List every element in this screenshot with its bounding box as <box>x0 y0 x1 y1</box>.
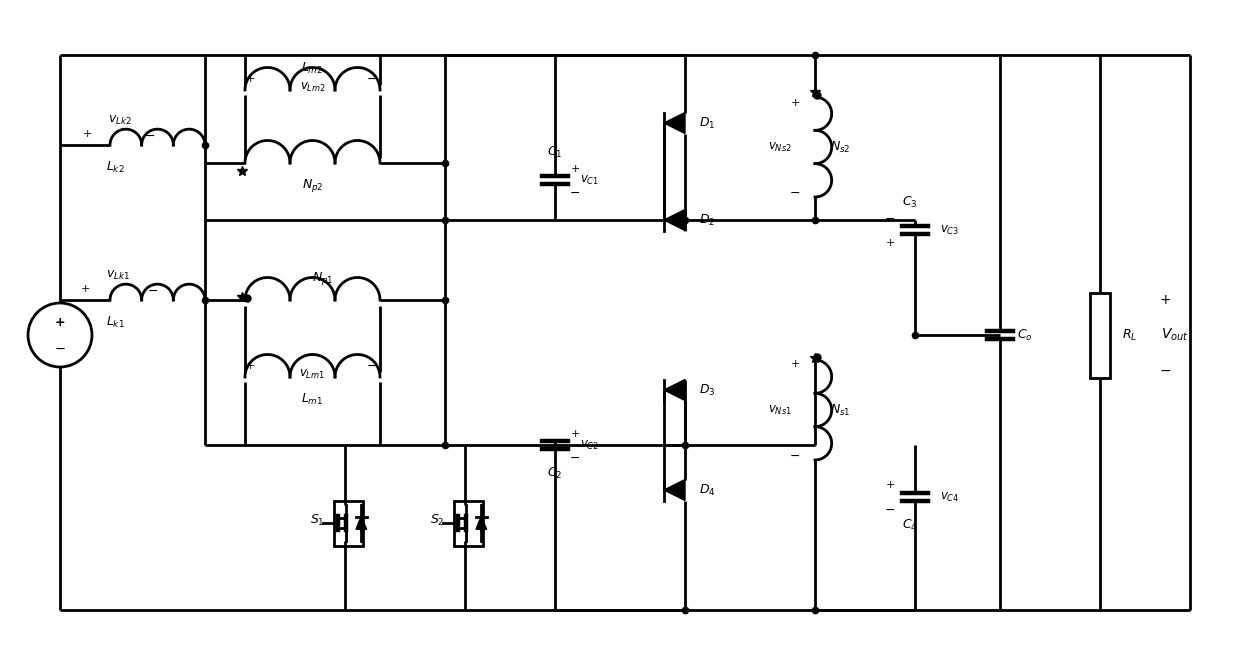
Text: $N_{s1}$: $N_{s1}$ <box>830 402 851 418</box>
Bar <box>454 501 484 545</box>
Text: $+$: $+$ <box>79 283 91 293</box>
Text: $-$: $-$ <box>884 211 895 225</box>
Text: $-$: $-$ <box>367 72 377 84</box>
Polygon shape <box>663 112 684 134</box>
Text: $D_4$: $D_4$ <box>698 482 715 497</box>
Text: $v_{Ns2}$: $v_{Ns2}$ <box>768 140 792 154</box>
Text: $S_1$: $S_1$ <box>310 513 325 527</box>
Text: $C_1$: $C_1$ <box>547 144 563 160</box>
Text: $-$: $-$ <box>55 342 66 354</box>
Bar <box>334 501 363 545</box>
Text: $v_{Lm2}$: $v_{Lm2}$ <box>300 80 325 94</box>
Text: $-$: $-$ <box>569 186 580 198</box>
Text: $v_{C3}$: $v_{C3}$ <box>940 223 960 237</box>
Text: $+$: $+$ <box>82 128 92 138</box>
Text: $-$: $-$ <box>569 450 580 464</box>
Text: $v_{C4}$: $v_{C4}$ <box>940 491 960 503</box>
Text: $C_2$: $C_2$ <box>547 465 563 481</box>
Text: $D_3$: $D_3$ <box>699 382 715 398</box>
Text: $-$: $-$ <box>148 283 159 297</box>
Text: $-$: $-$ <box>1159 363 1171 377</box>
Text: $-$: $-$ <box>790 448 801 462</box>
Text: $+$: $+$ <box>885 479 895 491</box>
Text: $v_{Ns1}$: $v_{Ns1}$ <box>768 404 792 416</box>
Text: $+$: $+$ <box>246 360 255 370</box>
Text: $+$: $+$ <box>570 162 580 174</box>
Text: $-$: $-$ <box>367 358 377 372</box>
Text: $-$: $-$ <box>144 128 155 142</box>
Text: $+$: $+$ <box>885 237 895 247</box>
Text: $+$: $+$ <box>570 428 580 438</box>
Polygon shape <box>663 209 684 231</box>
Text: $C_3$: $C_3$ <box>903 194 918 209</box>
Polygon shape <box>356 517 367 529</box>
Text: $L_{m2}$: $L_{m2}$ <box>301 61 324 76</box>
Polygon shape <box>663 380 684 400</box>
Text: $V_{out}$: $V_{out}$ <box>1161 327 1189 343</box>
Text: $S_2$: $S_2$ <box>430 513 444 527</box>
Text: $v_{C2}$: $v_{C2}$ <box>580 438 600 452</box>
Text: $+$: $+$ <box>246 72 255 84</box>
Text: $v_{C1}$: $v_{C1}$ <box>580 174 600 187</box>
Text: $D_1$: $D_1$ <box>699 116 715 130</box>
Text: $R_L$: $R_L$ <box>1122 327 1137 342</box>
Text: $+$: $+$ <box>790 96 800 108</box>
Text: $L_{m1}$: $L_{m1}$ <box>301 392 324 406</box>
Text: $v_{Lm1}$: $v_{Lm1}$ <box>300 368 326 380</box>
Text: $-$: $-$ <box>884 503 895 515</box>
Text: $N_{p2}$: $N_{p2}$ <box>301 178 324 194</box>
Text: $L_{k1}$: $L_{k1}$ <box>105 315 124 330</box>
Text: $D_2$: $D_2$ <box>699 212 715 227</box>
Polygon shape <box>476 517 487 529</box>
Text: $N_{s2}$: $N_{s2}$ <box>830 140 851 154</box>
Text: $L_{k2}$: $L_{k2}$ <box>105 160 124 174</box>
Bar <box>1090 293 1110 378</box>
Text: +: + <box>55 315 66 329</box>
Text: $N_{p1}$: $N_{p1}$ <box>311 269 334 287</box>
Text: $C_o$: $C_o$ <box>1017 327 1033 342</box>
Text: $v_{Lk2}$: $v_{Lk2}$ <box>108 114 131 126</box>
Polygon shape <box>663 479 684 501</box>
Text: $+$: $+$ <box>790 358 800 368</box>
Text: $v_{Lk1}$: $v_{Lk1}$ <box>105 269 130 281</box>
Text: $+$: $+$ <box>1159 293 1171 307</box>
Text: $C_4$: $C_4$ <box>903 517 918 533</box>
Text: $-$: $-$ <box>790 186 801 198</box>
